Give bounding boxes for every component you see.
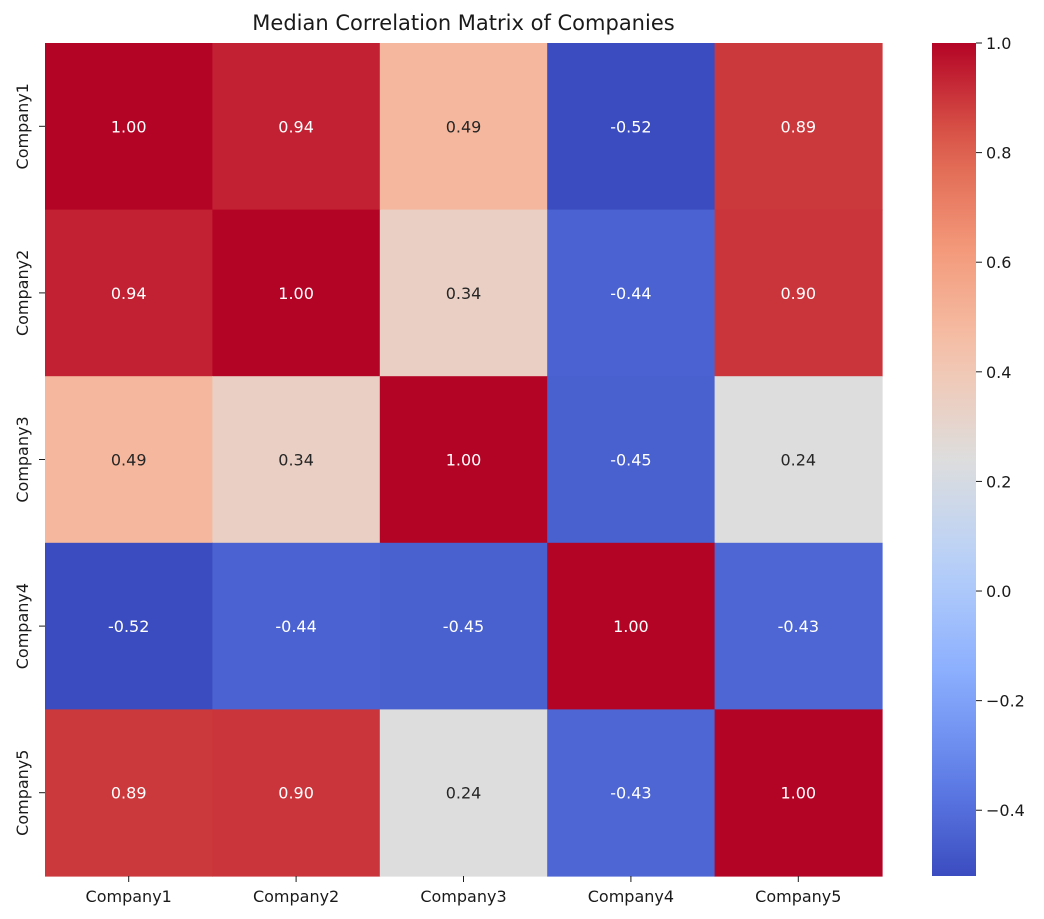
heatmap-cell-r5-c1 <box>45 709 213 877</box>
colorbar-tick-label-6: 0.0 <box>986 582 1011 601</box>
x-tick-label-2: Company2 <box>253 887 339 906</box>
cell-value-r5-c1: 0.89 <box>111 784 147 803</box>
heatmap-cell-r5-c4 <box>547 709 716 877</box>
heatmap-cell-r4-c4 <box>547 542 716 710</box>
x-tick-label-4: Company4 <box>588 887 674 906</box>
cell-value-r1-c3: 0.49 <box>446 117 482 136</box>
colorbar-tick-label-8: −0.4 <box>986 801 1025 820</box>
heatmap-cell-r3-c2 <box>212 376 381 544</box>
heatmap-cell-r3-c1 <box>45 376 213 544</box>
y-axis: Company1 Company2 Company3 Company4 Company5 <box>13 83 45 836</box>
cell-value-r5-c3: 0.24 <box>446 784 482 803</box>
heatmap-cell-r3-c5 <box>714 376 883 544</box>
heatmap-cells <box>45 43 883 877</box>
colorbar-tick-label-4: 0.4 <box>986 363 1011 382</box>
heatmap-cell-r2-c4 <box>547 209 716 377</box>
colorbar <box>932 43 976 876</box>
heatmap-cell-r4-c2 <box>212 542 381 710</box>
heatmap-cell-r1-c1 <box>45 43 213 211</box>
heatmap-cell-r4-c3 <box>379 542 548 710</box>
cell-value-r4-c5: -0.43 <box>778 617 819 636</box>
cell-value-r2-c2: 1.00 <box>278 284 314 303</box>
cell-value-r3-c3: 1.00 <box>446 451 482 470</box>
cell-value-r5-c4: -0.43 <box>610 784 651 803</box>
y-tick-label-5: Company5 <box>13 750 32 836</box>
cell-value-r5-c2: 0.90 <box>278 784 314 803</box>
colorbar-tick-label-5: 0.2 <box>986 472 1011 491</box>
y-tick-label-4: Company4 <box>13 583 32 669</box>
cell-value-r3-c2: 0.34 <box>278 451 314 470</box>
heatmap-cell-labels: 1.00 0.94 0.49 -0.52 0.89 0.94 1.00 0.34 -0.44 0.… <box>108 117 819 802</box>
heatmap-cell-r4-c5 <box>714 542 883 710</box>
heatmap-cell-r2-c3 <box>379 209 548 377</box>
colorbar-tick-label-1: 1.0 <box>986 34 1011 53</box>
x-tick-label-3: Company3 <box>420 887 506 906</box>
heatmap-cell-r5-c2 <box>212 709 381 877</box>
x-tick-label-5: Company5 <box>755 887 841 906</box>
chart-title: Median Correlation Matrix of Companies <box>252 11 674 35</box>
cell-value-r4-c2: -0.44 <box>275 617 316 636</box>
cell-value-r1-c4: -0.52 <box>610 117 651 136</box>
cell-value-r3-c5: 0.24 <box>780 451 816 470</box>
heatmap-cell-r1-c4 <box>547 43 716 211</box>
colorbar-tick-label-3: 0.6 <box>986 253 1011 272</box>
cell-value-r2-c3: 0.34 <box>446 284 482 303</box>
y-tick-label-1: Company1 <box>13 83 32 169</box>
colorbar-tick-label-7: −0.2 <box>986 692 1025 711</box>
heatmap-cell-r2-c1 <box>45 209 213 377</box>
heatmap-cell-r2-c2 <box>212 209 381 377</box>
cell-value-r2-c5: 0.90 <box>780 284 816 303</box>
cell-value-r3-c4: -0.45 <box>610 451 651 470</box>
heatmap-cell-r3-c3 <box>379 376 548 544</box>
y-tick-label-3: Company3 <box>13 416 32 502</box>
cell-value-r5-c5: 1.00 <box>780 784 816 803</box>
cell-value-r4-c3: -0.45 <box>443 617 484 636</box>
colorbar-tick-label-2: 0.8 <box>986 144 1011 163</box>
cell-value-r4-c1: -0.52 <box>108 617 149 636</box>
colorbar-ticks: 1.0 0.8 0.6 0.4 0.2 0.0 −0.2 −0.4 <box>976 34 1025 820</box>
heatmap-cell-r2-c5 <box>714 209 883 377</box>
heatmap-cell-r3-c4 <box>547 376 716 544</box>
cell-value-r1-c2: 0.94 <box>278 117 314 136</box>
heatmap-cell-r5-c5 <box>714 709 883 877</box>
x-tick-label-1: Company1 <box>86 887 172 906</box>
cell-value-r1-c1: 1.00 <box>111 117 147 136</box>
heatmap-cell-r1-c5 <box>714 43 883 211</box>
heatmap-cell-r1-c3 <box>379 43 548 211</box>
cell-value-r2-c1: 0.94 <box>111 284 147 303</box>
heatmap-cell-r5-c3 <box>379 709 548 877</box>
cell-value-r2-c4: -0.44 <box>610 284 651 303</box>
y-tick-label-2: Company2 <box>13 250 32 336</box>
cell-value-r1-c5: 0.89 <box>780 117 816 136</box>
cell-value-r3-c1: 0.49 <box>111 451 147 470</box>
heatmap-cell-r4-c1 <box>45 542 213 710</box>
cell-value-r4-c4: 1.00 <box>613 617 649 636</box>
x-axis: Company1 Company2 Company3 Company4 Company5 <box>86 876 841 906</box>
heatmap-cell-r1-c2 <box>212 43 381 211</box>
